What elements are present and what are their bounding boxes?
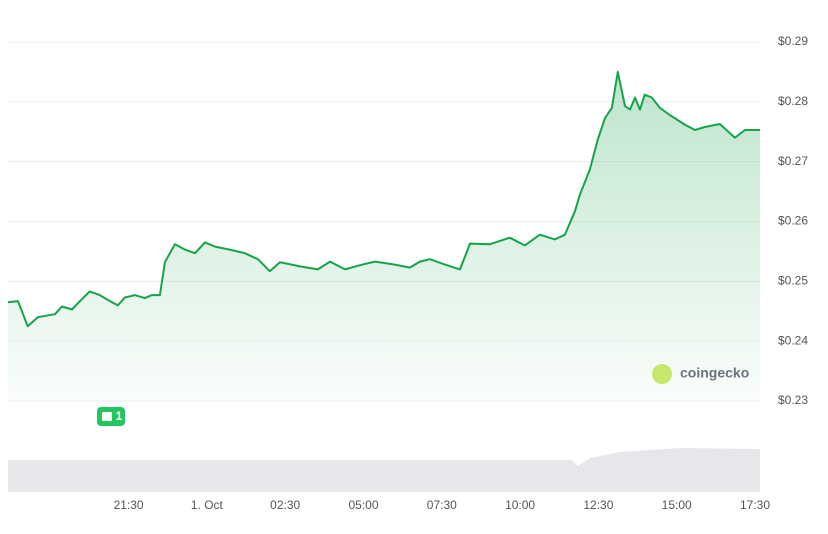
news-badge[interactable]: 1 bbox=[97, 407, 125, 426]
x-tick-label: 12:30 bbox=[583, 498, 613, 512]
x-tick-label: 02:30 bbox=[270, 498, 300, 512]
y-tick-label: $0.29 bbox=[778, 34, 808, 48]
y-tick-label: $0.26 bbox=[778, 214, 808, 228]
y-tick-label: $0.28 bbox=[778, 94, 808, 108]
y-tick-label: $0.23 bbox=[778, 393, 808, 407]
x-tick-label: 21:30 bbox=[114, 498, 144, 512]
y-tick-label: $0.24 bbox=[778, 333, 808, 347]
logo-icon bbox=[652, 364, 672, 384]
y-tick-label: $0.27 bbox=[778, 154, 808, 168]
badge-count: 1 bbox=[116, 409, 123, 423]
x-tick-label: 15:00 bbox=[662, 498, 692, 512]
watermark: coingecko bbox=[680, 365, 749, 381]
price-line bbox=[7, 70, 760, 328]
x-tick-label: 05:00 bbox=[348, 498, 378, 512]
x-tick-label: 1. Oct bbox=[191, 498, 224, 512]
x-tick-label: 07:30 bbox=[427, 498, 457, 512]
x-tick-label: 10:00 bbox=[505, 498, 535, 512]
badge-icon bbox=[102, 412, 112, 421]
area-fill bbox=[8, 71, 760, 402]
x-tick-label: 17:30 bbox=[740, 498, 770, 512]
volume-band bbox=[8, 448, 760, 492]
y-tick-label: $0.25 bbox=[778, 274, 808, 288]
